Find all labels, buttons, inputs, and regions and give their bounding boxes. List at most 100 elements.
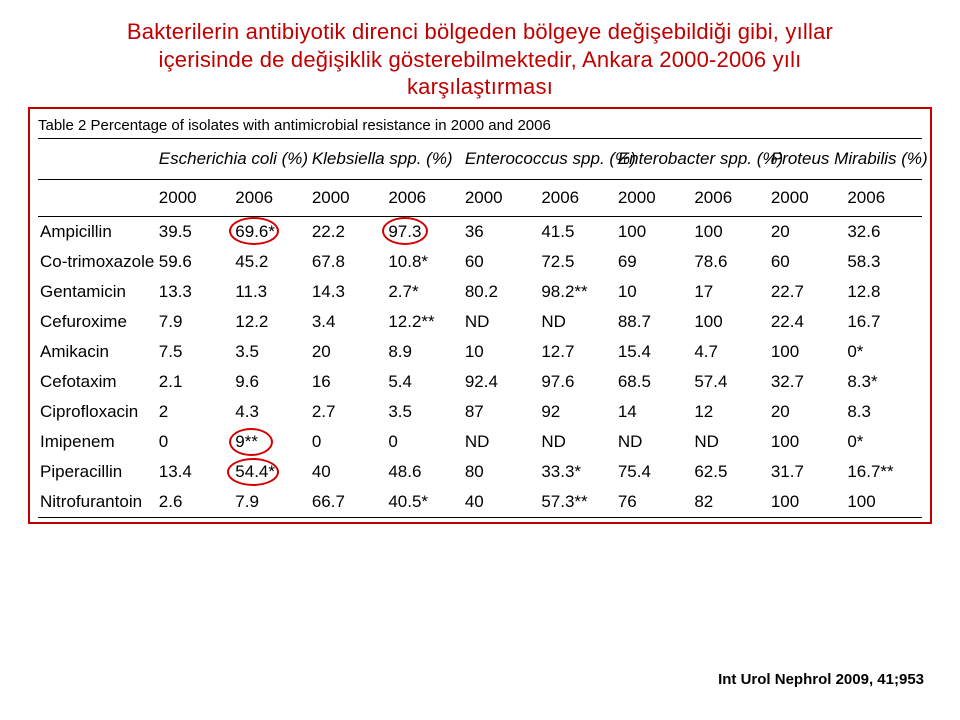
data-cell: 22.4 [769, 307, 846, 337]
data-cell: 0 [310, 427, 387, 457]
data-cell: 59.6 [157, 247, 234, 277]
year-header: 2000 [310, 179, 387, 216]
data-cell: 12 [692, 397, 769, 427]
data-cell: 75.4 [616, 457, 693, 487]
data-cell: 41.5 [539, 216, 616, 247]
data-cell: 2.7* [386, 277, 463, 307]
species-header: Enterococcus spp. (%) [463, 138, 616, 179]
data-cell: 16 [310, 367, 387, 397]
year-header: 2000 [463, 179, 540, 216]
data-cell: 3.4 [310, 307, 387, 337]
antibiotic-name: Imipenem [38, 427, 157, 457]
data-cell: 76 [616, 487, 693, 518]
species-header: Proteus Mirabilis (%) [769, 138, 922, 179]
data-cell: ND [463, 427, 540, 457]
data-cell: ND [539, 427, 616, 457]
data-cell: 9.6 [233, 367, 310, 397]
data-cell: 57.3** [539, 487, 616, 518]
species-header: Enterobacter spp. (%) [616, 138, 769, 179]
year-header: 2006 [539, 179, 616, 216]
data-cell: 20 [769, 397, 846, 427]
year-header: 2000 [157, 179, 234, 216]
data-cell: 12.2** [386, 307, 463, 337]
data-cell: 33.3* [539, 457, 616, 487]
data-cell: 14 [616, 397, 693, 427]
data-cell: 0 [386, 427, 463, 457]
data-cell: 82 [692, 487, 769, 518]
data-cell: 40 [310, 457, 387, 487]
data-cell: 67.8 [310, 247, 387, 277]
data-cell: 100 [769, 427, 846, 457]
title-line: karşılaştırması [407, 74, 553, 99]
slide-title: Bakterilerin antibiyotik direnci bölgede… [28, 18, 932, 107]
data-cell: 2.1 [157, 367, 234, 397]
data-cell: 4.3 [233, 397, 310, 427]
data-cell: 92.4 [463, 367, 540, 397]
data-cell: 2.7 [310, 397, 387, 427]
data-cell: 31.7 [769, 457, 846, 487]
antibiotic-name: Cefotaxim [38, 367, 157, 397]
antibiotic-name: Ciprofloxacin [38, 397, 157, 427]
data-cell: 100 [769, 487, 846, 518]
data-cell: 10.8* [386, 247, 463, 277]
data-cell: 8.9 [386, 337, 463, 367]
data-cell: 8.3* [845, 367, 922, 397]
antibiotic-name: Ampicillin [38, 216, 157, 247]
data-cell: 12.7 [539, 337, 616, 367]
data-cell: 100 [692, 216, 769, 247]
data-cell: 3.5 [233, 337, 310, 367]
table-caption: Table 2 Percentage of isolates with anti… [38, 115, 922, 138]
data-cell: 69 [616, 247, 693, 277]
data-cell: 4.7 [692, 337, 769, 367]
data-cell: 12.8 [845, 277, 922, 307]
title-line: Bakterilerin antibiyotik direnci bölgede… [127, 19, 833, 44]
data-cell: ND [463, 307, 540, 337]
antibiotic-name: Nitrofurantoin [38, 487, 157, 518]
data-cell: 100 [845, 487, 922, 518]
data-cell: 0* [845, 427, 922, 457]
resistance-table: Escherichia coli (%)Klebsiella spp. (%)E… [38, 138, 922, 518]
data-cell: 36 [463, 216, 540, 247]
table-frame: Table 2 Percentage of isolates with anti… [28, 107, 932, 524]
header-blank [38, 179, 157, 216]
data-cell: 97.6 [539, 367, 616, 397]
data-cell: 58.3 [845, 247, 922, 277]
data-cell: 10 [463, 337, 540, 367]
year-header: 2006 [233, 179, 310, 216]
species-header: Escherichia coli (%) [157, 138, 310, 179]
data-cell: 32.6 [845, 216, 922, 247]
year-header: 2000 [616, 179, 693, 216]
data-cell: 97.3 [386, 216, 463, 247]
data-cell: 48.6 [386, 457, 463, 487]
data-cell: 0 [157, 427, 234, 457]
data-cell: 7.9 [233, 487, 310, 518]
antibiotic-name: Gentamicin [38, 277, 157, 307]
data-cell: 60 [463, 247, 540, 277]
antibiotic-name: Amikacin [38, 337, 157, 367]
data-cell: 8.3 [845, 397, 922, 427]
data-cell: 14.3 [310, 277, 387, 307]
data-cell: 54.4* [233, 457, 310, 487]
data-cell: 66.7 [310, 487, 387, 518]
data-cell: 16.7 [845, 307, 922, 337]
data-cell: 92 [539, 397, 616, 427]
data-cell: ND [616, 427, 693, 457]
data-cell: 3.5 [386, 397, 463, 427]
data-cell: 9** [233, 427, 310, 457]
data-cell: 0* [845, 337, 922, 367]
data-cell: 87 [463, 397, 540, 427]
data-cell: 7.9 [157, 307, 234, 337]
data-cell: 11.3 [233, 277, 310, 307]
data-cell: 88.7 [616, 307, 693, 337]
citation-text: Int Urol Nephrol 2009, 41;953 [718, 671, 924, 688]
data-cell: ND [692, 427, 769, 457]
data-cell: 72.5 [539, 247, 616, 277]
data-cell: 32.7 [769, 367, 846, 397]
data-cell: 40.5* [386, 487, 463, 518]
year-header: 2000 [769, 179, 846, 216]
data-cell: 22.7 [769, 277, 846, 307]
data-cell: 57.4 [692, 367, 769, 397]
data-cell: 12.2 [233, 307, 310, 337]
data-cell: 69.6* [233, 216, 310, 247]
data-cell: 13.3 [157, 277, 234, 307]
